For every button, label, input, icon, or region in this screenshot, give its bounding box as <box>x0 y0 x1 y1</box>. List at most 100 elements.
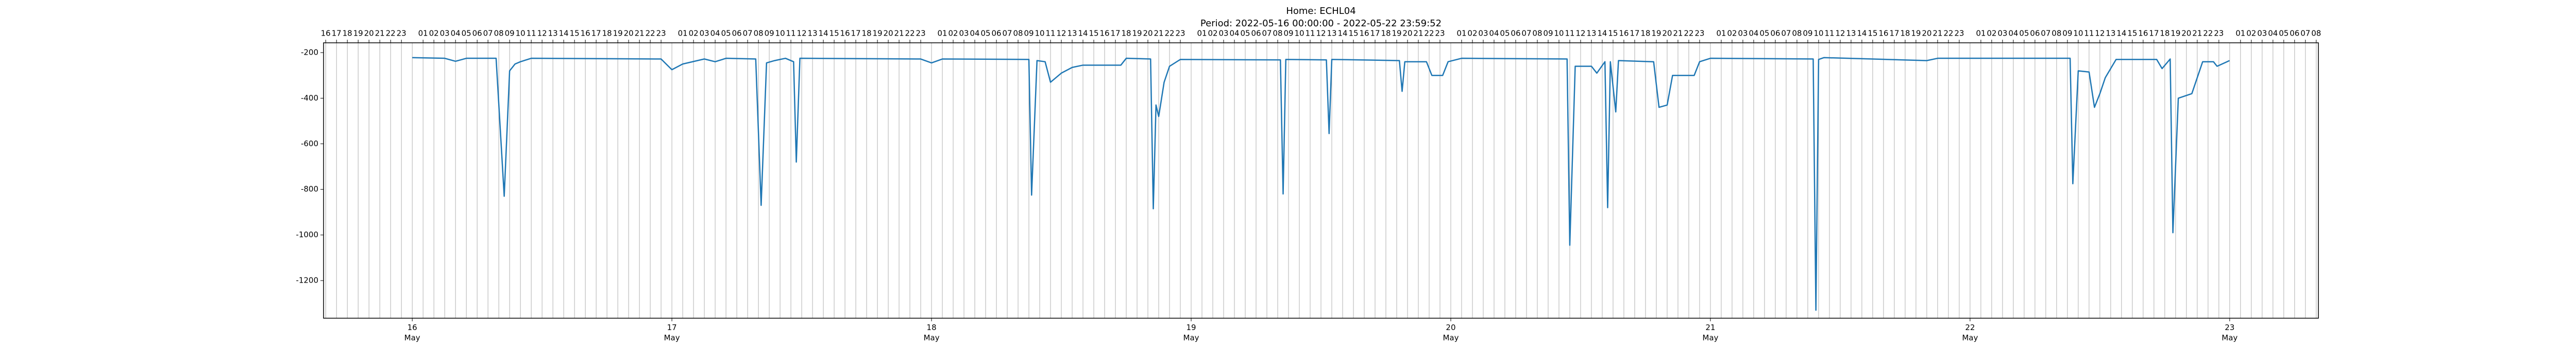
x-tick-label: 23 May <box>2222 323 2238 342</box>
top-tick-label: 04 <box>1489 29 1499 38</box>
top-tick-label: 08 <box>1792 29 1802 38</box>
top-tick-label: 16 <box>321 29 331 38</box>
top-tick-label: 14 <box>1857 29 1867 38</box>
top-tick-label: 13 <box>1327 29 1336 38</box>
top-tick-label: 21 <box>1413 29 1423 38</box>
top-tick-label: 17 <box>1110 29 1120 38</box>
top-tick-label: 14 <box>1337 29 1347 38</box>
top-tick-label: 08 <box>2052 29 2061 38</box>
y-tick-label: -200 <box>301 48 318 57</box>
chart-subtitle: Period: 2022-05-16 00:00:00 - 2022-05-22… <box>1200 18 1442 29</box>
top-tick-label: 02 <box>429 29 439 38</box>
top-tick-label: 07 <box>2300 29 2310 38</box>
top-tick-label: 01 <box>938 29 947 38</box>
top-tick-label: 21 <box>2192 29 2202 38</box>
top-tick-label: 23 <box>1694 29 1704 38</box>
top-tick-label: 12 <box>1835 29 1845 38</box>
top-tick-label: 10 <box>1294 29 1304 38</box>
top-tick-label: 13 <box>2106 29 2115 38</box>
top-tick-label: 15 <box>1868 29 1877 38</box>
top-tick-label: 19 <box>1392 29 1401 38</box>
top-tick-label: 22 <box>1164 29 1174 38</box>
top-tick-label: 14 <box>559 29 569 38</box>
top-tick-label: 09 <box>765 29 774 38</box>
x-tick-label: 19 May <box>1183 323 1199 342</box>
top-tick-label: 17 <box>851 29 861 38</box>
top-tick-label: 11 <box>786 29 796 38</box>
top-tick-label: 09 <box>1024 29 1034 38</box>
top-tick-label: 08 <box>2311 29 2321 38</box>
top-tick-label: 08 <box>1273 29 1282 38</box>
top-tick-label: 15 <box>1608 29 1618 38</box>
top-tick-label: 11 <box>2084 29 2094 38</box>
top-tick-label: 02 <box>2246 29 2256 38</box>
top-tick-label: 03 <box>1997 29 2007 38</box>
top-tick-label: 18 <box>343 29 352 38</box>
top-tick-label: 03 <box>959 29 969 38</box>
top-tick-label: 17 <box>591 29 601 38</box>
top-tick-label: 04 <box>451 29 461 38</box>
y-tick-label: -400 <box>301 93 318 103</box>
top-tick-label: 03 <box>1218 29 1228 38</box>
top-tick-label: 06 <box>992 29 1002 38</box>
top-tick-label: 17 <box>1370 29 1380 38</box>
top-tick-label: 05 <box>2019 29 2029 38</box>
top-tick-label: 16 <box>1359 29 1369 38</box>
y-tick-label: -600 <box>301 139 318 148</box>
x-tick-label: 17 May <box>664 323 680 342</box>
top-tick-label: 12 <box>2095 29 2105 38</box>
top-tick-label: 01 <box>1716 29 1726 38</box>
top-tick-label: 15 <box>829 29 839 38</box>
top-tick-label: 13 <box>1067 29 1077 38</box>
top-tick-label: 20 <box>1922 29 1931 38</box>
top-tick-label: 12 <box>537 29 547 38</box>
top-tick-label: 20 <box>2181 29 2191 38</box>
top-tick-label: 13 <box>1586 29 1596 38</box>
top-tick-label: 10 <box>1814 29 1823 38</box>
top-tick-label: 02 <box>1467 29 1477 38</box>
top-tick-label: 19 <box>613 29 623 38</box>
top-tick-label: 03 <box>1478 29 1488 38</box>
top-tick-label: 16 <box>840 29 850 38</box>
top-tick-label: 01 <box>1456 29 1466 38</box>
top-tick-label: 09 <box>1803 29 1812 38</box>
x-tick-label: 20 May <box>1443 323 1459 342</box>
top-tick-label: 20 <box>624 29 634 38</box>
top-tick-label: 04 <box>2268 29 2278 38</box>
chart-title: Home: ECHL04 <box>1286 6 1355 17</box>
top-tick-label: 11 <box>1565 29 1574 38</box>
top-tick-label: 21 <box>894 29 904 38</box>
top-tick-label: 11 <box>1305 29 1315 38</box>
top-tick-label: 06 <box>2290 29 2299 38</box>
top-tick-label: 23 <box>916 29 926 38</box>
top-tick-label: 23 <box>1435 29 1445 38</box>
top-tick-label: 07 <box>1262 29 1272 38</box>
top-tick-label: 16 <box>1878 29 1888 38</box>
top-tick-label: 11 <box>527 29 536 38</box>
top-tick-label: 03 <box>700 29 709 38</box>
top-tick-label: 19 <box>873 29 883 38</box>
top-tick-label: 03 <box>2257 29 2267 38</box>
top-tick-label: 17 <box>1630 29 1639 38</box>
top-tick-label: 14 <box>1597 29 1607 38</box>
top-tick-label: 16 <box>1099 29 1109 38</box>
top-tick-label: 22 <box>905 29 915 38</box>
top-tick-label: 12 <box>1575 29 1585 38</box>
top-tick-label: 22 <box>2203 29 2213 38</box>
x-tick-label: 22 May <box>1962 323 1978 342</box>
top-tick-label: 03 <box>440 29 450 38</box>
top-tick-label: 19 <box>1132 29 1142 38</box>
top-tick-label: 15 <box>570 29 580 38</box>
y-tick-label: -800 <box>301 185 318 194</box>
top-tick-label: 06 <box>2030 29 2040 38</box>
top-tick-label: 17 <box>1889 29 1899 38</box>
top-tick-label: 23 <box>656 29 666 38</box>
top-tick-label: 04 <box>1749 29 1758 38</box>
y-tick-label: -1000 <box>296 230 318 239</box>
top-tick-label: 04 <box>1229 29 1239 38</box>
top-tick-label: 04 <box>970 29 980 38</box>
top-tick-label: 14 <box>1078 29 1088 38</box>
top-tick-label: 22 <box>386 29 396 38</box>
top-tick-label: 01 <box>1197 29 1207 38</box>
